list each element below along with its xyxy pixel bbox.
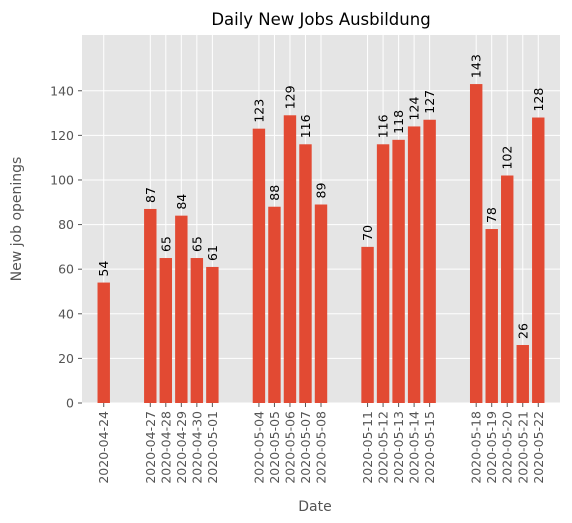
bar	[159, 258, 173, 403]
x-tick-label: 2020-05-08	[314, 411, 329, 484]
bar	[144, 208, 157, 403]
x-tick-label: 2020-05-14	[407, 411, 422, 484]
x-tick-label: 2020-05-19	[484, 411, 499, 484]
bar	[299, 144, 312, 403]
bar-value-label: 89	[314, 183, 329, 199]
bar-value-label: 102	[500, 146, 515, 170]
x-tick-label: 2020-04-29	[174, 411, 189, 484]
bar	[376, 144, 390, 403]
bar-value-label: 143	[469, 54, 484, 78]
bar	[423, 119, 436, 403]
bar	[469, 84, 483, 404]
x-tick-label: 2020-05-15	[422, 411, 437, 484]
y-tick-label: 40	[58, 306, 74, 321]
x-tick-label: 2020-05-11	[360, 411, 375, 484]
bar-value-label: 54	[96, 261, 111, 277]
bar	[97, 282, 110, 403]
bar-value-label: 88	[267, 185, 282, 201]
bar	[516, 345, 529, 403]
bar-value-label: 123	[251, 99, 266, 123]
bar-value-label: 61	[205, 245, 220, 261]
bar-value-label: 116	[298, 114, 313, 138]
bar-value-label: 65	[158, 236, 173, 252]
bar	[532, 117, 545, 403]
bar-value-label: 118	[391, 110, 406, 134]
bar-value-label: 87	[143, 187, 158, 203]
bar	[283, 115, 297, 404]
bar-value-label: 116	[376, 114, 391, 138]
x-tick-label: 2020-04-24	[96, 411, 111, 484]
bar	[501, 175, 514, 403]
bar	[190, 258, 204, 403]
bar-value-label: 84	[174, 194, 189, 210]
bar-value-label: 124	[407, 97, 422, 121]
bar	[175, 215, 188, 403]
x-tick-label: 2020-05-20	[500, 411, 515, 484]
bar	[407, 126, 421, 404]
bar	[206, 266, 219, 403]
x-tick-label: 2020-05-12	[376, 411, 391, 484]
x-tick-label: 2020-04-30	[189, 411, 204, 484]
bar	[252, 128, 266, 403]
x-axis-title: Date	[298, 499, 331, 515]
x-tick-label: 2020-04-28	[158, 411, 173, 484]
chart-title: Daily New Jobs Ausbildung	[211, 10, 430, 29]
x-tick-label: 2020-05-22	[531, 411, 546, 484]
x-tick-label: 2020-05-05	[267, 411, 282, 484]
y-tick-label: 0	[66, 396, 74, 411]
y-axis-ticks: 0 20 40 60 80 100 120 140	[50, 83, 82, 411]
bar-value-label: 129	[282, 85, 297, 109]
x-tick-label: 2020-05-06	[282, 411, 297, 484]
x-tick-label: 2020-05-18	[469, 411, 484, 484]
bar	[392, 139, 405, 403]
x-tick-label: 2020-05-21	[515, 411, 530, 484]
bar-value-label: 26	[515, 323, 530, 339]
bar	[314, 204, 328, 403]
bars	[97, 84, 545, 404]
x-axis-ticks: 2020-04-24 2020-04-27 2020-04-28 2020-04-29…	[96, 403, 546, 484]
bar	[361, 246, 374, 403]
bar	[268, 206, 281, 403]
y-tick-label: 140	[50, 83, 74, 98]
x-tick-label: 2020-05-13	[391, 411, 406, 484]
y-tick-label: 80	[58, 217, 74, 232]
y-axis-title: New job openings	[9, 157, 25, 282]
x-tick-label: 2020-05-04	[251, 411, 266, 484]
bar	[485, 229, 498, 403]
x-tick-label: 2020-05-07	[298, 411, 313, 484]
bar-value-label: 78	[484, 207, 499, 223]
bar-value-label: 127	[422, 90, 437, 114]
y-tick-label: 60	[58, 262, 74, 277]
bar-value-label: 70	[360, 225, 375, 241]
bar-value-label: 128	[531, 88, 546, 112]
x-tick-label: 2020-04-27	[143, 411, 158, 484]
bar-value-label: 65	[189, 236, 204, 252]
x-tick-label: 2020-05-01	[205, 411, 220, 484]
y-tick-label: 120	[50, 128, 74, 143]
y-tick-label: 100	[50, 172, 74, 187]
y-tick-label: 20	[58, 351, 74, 366]
